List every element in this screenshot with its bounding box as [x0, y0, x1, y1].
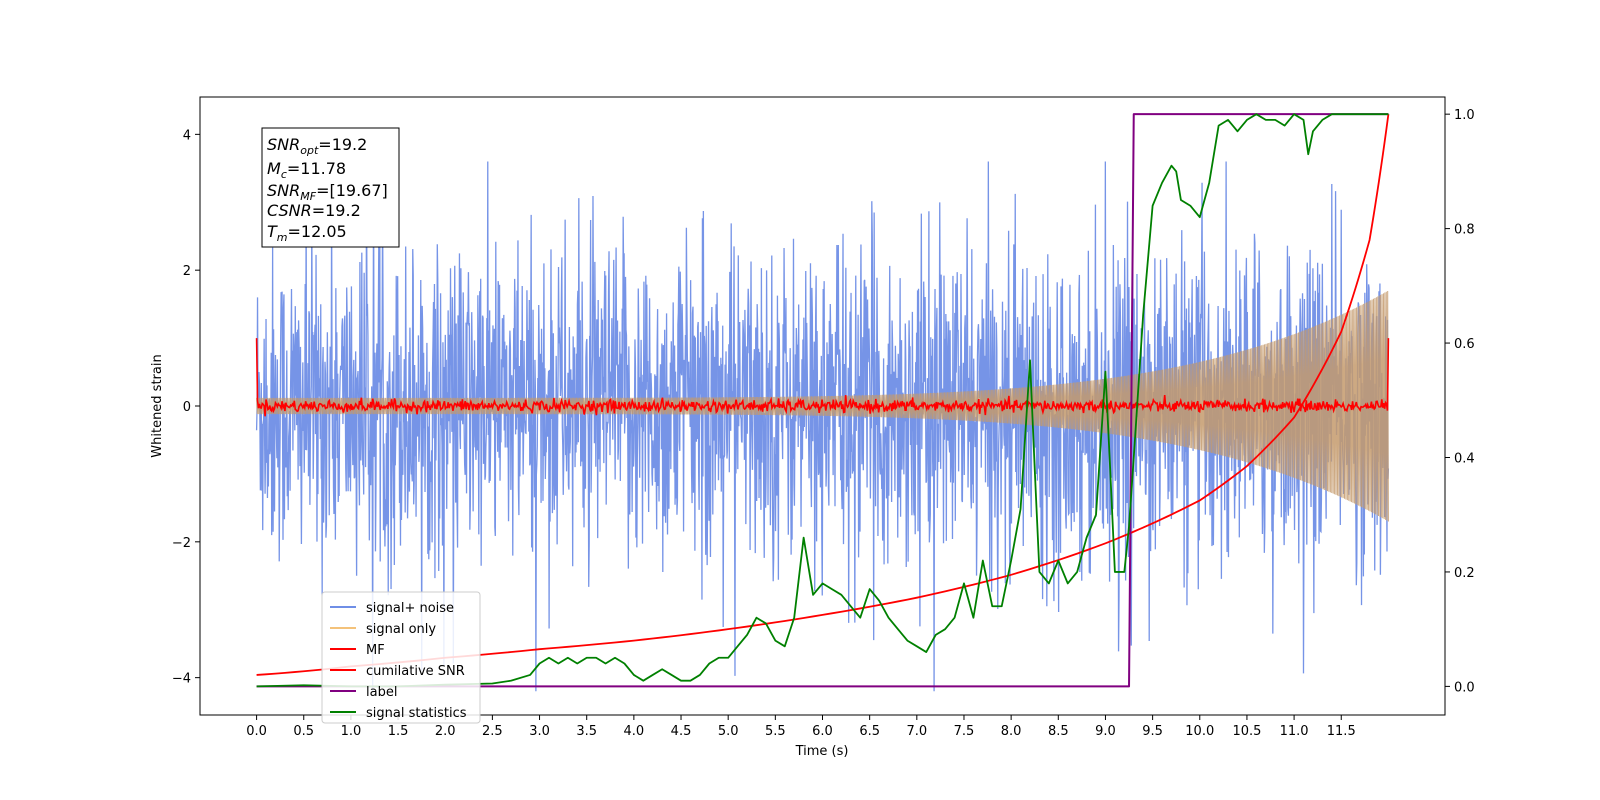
series-label-line — [256, 113, 1389, 688]
info-box-frame — [261, 127, 400, 248]
y-left-tick-label: −2 — [172, 536, 191, 551]
x-tick-label: 9.0 — [1095, 724, 1116, 739]
x-tick-label: 1.5 — [388, 724, 409, 739]
x-tick-label: 6.0 — [812, 724, 833, 739]
info-snr-opt: SNRopt=19.2 — [267, 135, 367, 157]
info-mc: Mc=11.78 — [267, 159, 346, 181]
info-snr-mf: SNRMF=[19.67] — [267, 181, 388, 203]
x-tick-label: 1.0 — [341, 724, 362, 739]
y-axis-right-ticks: 1.0 0.8 0.6 0.4 0.2 0.0 — [1445, 108, 1475, 695]
y-left-tick-label: −4 — [172, 672, 191, 687]
y-right-tick-label: 0.2 — [1454, 566, 1475, 581]
x-tick-label: 4.0 — [624, 724, 645, 739]
x-tick-label: 7.5 — [954, 724, 975, 739]
info-box: SNRopt=19.2 Mc=11.78 SNRMF=[19.67] CSNR=… — [261, 127, 400, 248]
y-right-tick-label: 0.0 — [1454, 680, 1475, 695]
x-axis-label: Time (s) — [795, 744, 849, 759]
legend-label: MF — [366, 643, 385, 658]
y-left-tick-label: 4 — [183, 128, 191, 143]
series-mf-line — [255, 338, 1390, 417]
x-tick-label: 8.5 — [1048, 724, 1069, 739]
x-tick-label: 6.5 — [859, 724, 880, 739]
series-signal-statistics-line — [256, 113, 1389, 688]
info-csnr: CSNR=19.2 — [267, 201, 361, 220]
x-tick-label: 9.5 — [1142, 724, 1163, 739]
x-tick-label: 3.0 — [529, 724, 550, 739]
y-right-tick-label: 0.6 — [1454, 337, 1475, 352]
legend-label: label — [366, 685, 397, 700]
x-tick-label: 8.0 — [1001, 724, 1022, 739]
x-tick-label: 10.0 — [1185, 724, 1214, 739]
legend-label: signal only — [366, 622, 436, 637]
x-tick-label: 7.0 — [906, 724, 927, 739]
legend-label: cumilative SNR — [366, 664, 465, 679]
x-tick-label: 0.5 — [293, 724, 314, 739]
series-cumulative-snr-line — [256, 114, 1390, 676]
series-layer — [255, 113, 1390, 692]
x-tick-label: 4.5 — [671, 724, 692, 739]
x-tick-label: 11.5 — [1327, 724, 1356, 739]
x-tick-label: 3.5 — [576, 724, 597, 739]
x-tick-label: 11.0 — [1280, 724, 1309, 739]
legend: signal+ noise signal only MF cumilative SNR… — [321, 591, 481, 724]
y-right-tick-label: 0.8 — [1454, 223, 1475, 238]
y-left-tick-label: 2 — [183, 264, 191, 279]
x-tick-label: 5.5 — [765, 724, 786, 739]
x-axis-ticks: 0.0 0.5 1.0 1.5 2.0 2.5 3.0 3.5 4.0 4.5 5.0 5.5 6.0 6… — [246, 715, 1356, 739]
legend-label: signal statistics — [366, 706, 467, 721]
info-tm: Tm=12.05 — [267, 222, 347, 244]
y-axis-left-ticks: 4 2 0 −2 −4 — [172, 128, 200, 687]
series-signal-noise-line — [255, 161, 1390, 692]
x-tick-label: 2.0 — [435, 724, 456, 739]
x-tick-label: 2.5 — [482, 724, 503, 739]
y-left-tick-label: 0 — [183, 400, 191, 415]
x-tick-label: 5.0 — [718, 724, 739, 739]
x-tick-label: 0.0 — [246, 724, 267, 739]
y-right-tick-label: 0.4 — [1454, 452, 1475, 467]
legend-frame — [321, 591, 481, 724]
y-right-tick-label: 1.0 — [1454, 108, 1475, 123]
x-tick-label: 10.5 — [1232, 724, 1261, 739]
y-axis-left-label: Whitened strain — [150, 354, 165, 457]
legend-label: signal+ noise — [366, 601, 454, 616]
